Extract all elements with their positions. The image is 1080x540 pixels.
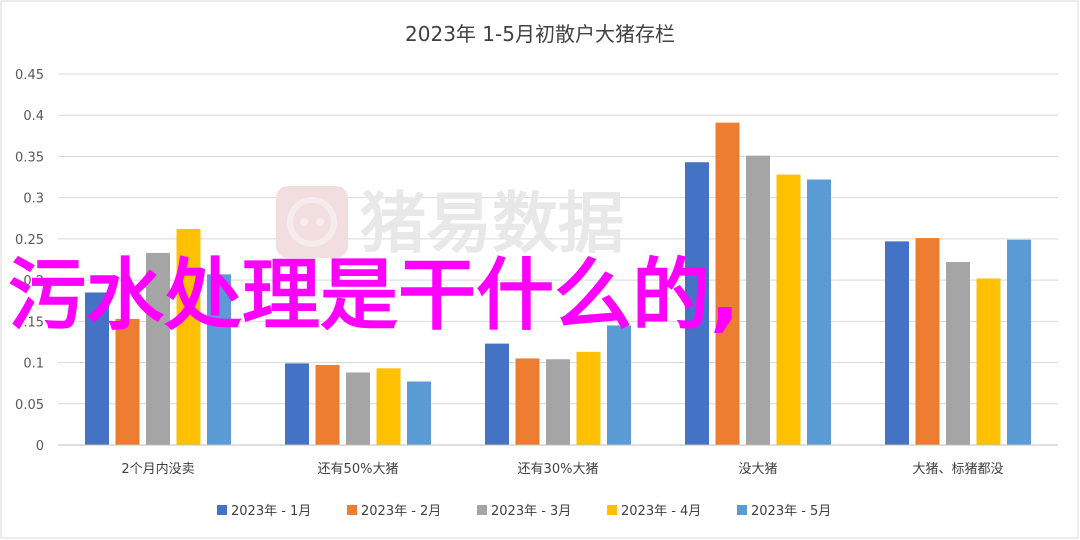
y-tick-label: 0.1 <box>23 357 44 372</box>
legend-label: 2023年 - 4月 <box>621 504 701 519</box>
bar <box>1007 239 1031 445</box>
legend-swatch <box>607 505 617 515</box>
bar <box>607 325 631 445</box>
bar <box>485 343 509 445</box>
legend-swatch <box>477 505 487 515</box>
bar <box>576 351 601 445</box>
bar <box>115 318 140 445</box>
bar <box>407 381 431 445</box>
bar <box>515 358 540 445</box>
bar <box>315 365 340 445</box>
y-tick-label: 0.35 <box>15 150 44 165</box>
x-category-label: 大猪、标猪都没 <box>912 462 1003 477</box>
watermark: 猪易数据 <box>276 185 624 262</box>
bar <box>376 368 401 445</box>
x-category-label: 还有50%大猪 <box>318 462 399 477</box>
y-tick-label: 0.05 <box>15 398 44 413</box>
x-category-label: 还有30%大猪 <box>518 462 599 477</box>
x-axis-categories: 2个月内没卖 还有50%大猪 还有30%大猪 没大猪 大猪、标猪都没 <box>121 461 1003 477</box>
legend-swatch <box>737 505 747 515</box>
bar <box>915 238 940 445</box>
y-tick-label: 0.15 <box>15 315 44 330</box>
legend-label: 2023年 - 5月 <box>751 504 831 519</box>
bar <box>946 261 970 445</box>
bar <box>976 278 1001 445</box>
bar <box>685 162 709 445</box>
legend-swatch <box>347 505 357 515</box>
bars <box>85 122 1031 446</box>
bar <box>715 122 740 446</box>
bar <box>546 359 570 445</box>
pig-logo-icon <box>276 186 348 258</box>
legend-label: 2023年 - 3月 <box>491 504 571 519</box>
x-category-label: 2个月内没卖 <box>121 461 194 477</box>
y-tick-label: 0 <box>36 439 44 454</box>
legend-swatch <box>217 505 227 515</box>
bar <box>207 274 231 445</box>
bar <box>85 292 109 445</box>
bar <box>176 228 201 445</box>
watermark-text: 猪易数据 <box>360 185 624 262</box>
legend-label: 2023年 - 1月 <box>231 504 311 519</box>
bar <box>885 241 909 445</box>
legend-label: 2023年 - 2月 <box>361 504 441 519</box>
y-tick-label: 0.4 <box>23 109 44 124</box>
y-tick-label: 0.45 <box>15 68 44 83</box>
y-tick-label: 0.25 <box>15 233 44 248</box>
bar <box>776 174 801 446</box>
bar <box>807 179 831 446</box>
bar <box>746 155 770 445</box>
legend: 2023年 - 1月 2023年 - 2月 2023年 - 3月 2023年 - 4月… <box>217 504 831 519</box>
bar <box>146 252 170 445</box>
bar <box>346 372 370 445</box>
overlay-text: 污水处理是干什么的, <box>8 251 740 341</box>
chart-title: 2023年 1-5月初散户大猪存栏 <box>405 22 675 46</box>
y-tick-label: 0.3 <box>23 192 44 207</box>
y-axis-ticks: 0 0.05 0.1 0.15 0.2 0.25 0.3 0.35 0.4 0.45 <box>15 68 44 454</box>
bar <box>285 363 309 445</box>
y-tick-label: 0.2 <box>23 274 44 289</box>
x-category-label: 没大猪 <box>738 462 777 477</box>
